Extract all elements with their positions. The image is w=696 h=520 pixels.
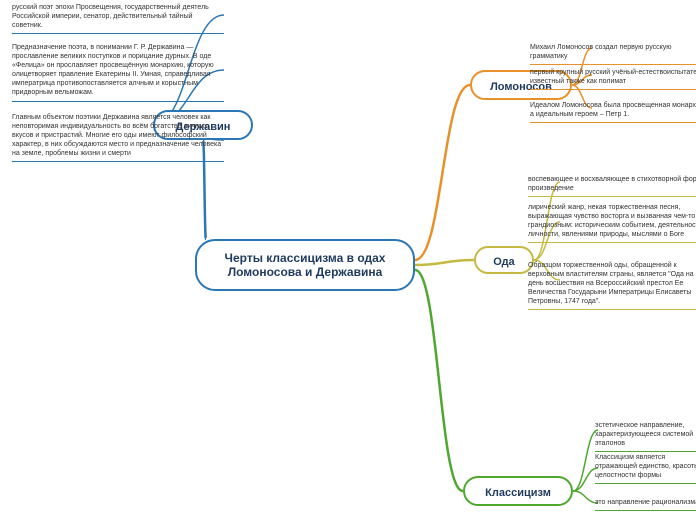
branch-oda[interactable]: Ода bbox=[474, 246, 534, 274]
leaf-klassicizm-0[interactable]: эстетическое направление, характеризующе… bbox=[595, 418, 696, 452]
leaf-lomonosov-2[interactable]: Идеалом Ломоносова была просвещенная мон… bbox=[530, 98, 696, 123]
leaf-oda-2[interactable]: Образцом торжественной оды, обращенной к… bbox=[528, 258, 696, 310]
leaf-oda-1[interactable]: лирический жанр, некая торжественная пес… bbox=[528, 200, 696, 243]
leaf-derzhavin-1[interactable]: Предназначение поэта, в понимании Г. Р. … bbox=[12, 40, 224, 102]
central-topic[interactable]: Черты классицизма в одахЛомоносова и Дер… bbox=[195, 239, 415, 291]
leaf-derzhavin-0[interactable]: русский поэт эпохи Просвещения, государс… bbox=[12, 0, 224, 34]
leaf-lomonosov-1[interactable]: первый крупный русский учёный-естествоис… bbox=[530, 65, 696, 90]
leaf-klassicizm-2[interactable]: это направление рационализма bbox=[595, 495, 696, 511]
branch-klassicizm[interactable]: Классицизм bbox=[463, 476, 573, 506]
leaf-oda-0[interactable]: воспевающее и восхваляющее в стихотворно… bbox=[528, 172, 696, 197]
central-title: Черты классицизма в одахЛомоносова и Дер… bbox=[213, 251, 397, 279]
leaf-klassicizm-1[interactable]: Классицизм является отражающей единство,… bbox=[595, 450, 696, 484]
leaf-lomonosov-0[interactable]: Михаил Ломоносов создал первую русскую г… bbox=[530, 40, 696, 65]
leaf-derzhavin-2[interactable]: Главным объектом поэтики Державина являе… bbox=[12, 110, 224, 162]
